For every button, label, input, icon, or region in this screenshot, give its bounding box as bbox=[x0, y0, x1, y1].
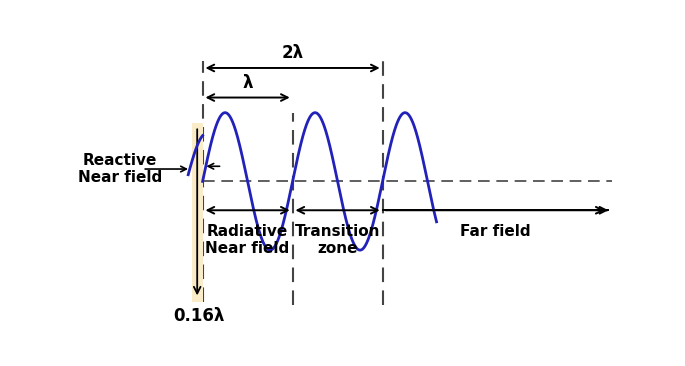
Text: Transition
zone: Transition zone bbox=[295, 224, 380, 257]
Text: Reactive
Near field: Reactive Near field bbox=[77, 153, 162, 185]
Text: Far field: Far field bbox=[460, 224, 530, 239]
Text: 2λ: 2λ bbox=[282, 45, 303, 63]
Text: Radiative
Near field: Radiative Near field bbox=[206, 224, 290, 257]
Bar bbox=[192, 123, 203, 302]
Text: 0.16λ: 0.16λ bbox=[173, 307, 225, 325]
Text: λ: λ bbox=[242, 74, 253, 92]
